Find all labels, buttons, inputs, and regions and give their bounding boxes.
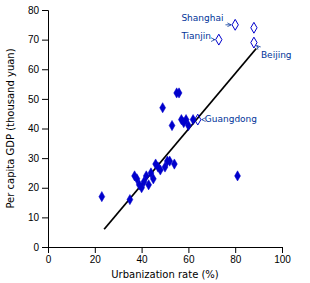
point [160,103,166,113]
tick-mark [42,99,48,100]
annotation-arrow [202,119,203,120]
tick-mark [142,247,143,253]
tick-mark [188,247,189,253]
tick-mark [42,158,48,159]
annotation: Tianjin [180,31,211,41]
tick-label: 80 [230,254,242,265]
tick: 60 [183,247,195,265]
annotation-arrow [257,45,259,47]
trend-line [104,49,256,230]
y-axis: 0 10 20 30 40 50 60 70 80 [28,5,49,253]
annotation-arrow [225,24,231,25]
tick-mark [42,188,48,189]
point [216,34,222,45]
tick-label: 10 [28,212,40,223]
tick-label: 80 [28,5,40,16]
point [195,114,201,125]
point [232,19,238,30]
tick: 80 [230,247,242,265]
tick-label: 0 [46,254,52,265]
point [169,120,175,130]
tick-mark [42,40,48,41]
point [171,159,177,169]
point [127,195,133,205]
tick-label: 20 [90,254,102,265]
plot: 0 20 40 60 80 100 0 10 20 30 40 50 60 70 80 Urbanizatio… [5,5,292,280]
tick-mark [235,247,236,253]
marks [99,19,257,229]
tick-label: 40 [28,123,40,134]
point [99,192,105,202]
points [99,88,241,205]
tick-label: 60 [183,254,195,265]
point [235,171,241,181]
annotations: Shanghai Tianjin Beijing Guangdong [180,13,291,124]
point [251,37,257,48]
tick-label: 60 [28,64,40,75]
x-axis: 0 20 40 60 80 100 [46,247,292,265]
tick: 20 [28,182,48,193]
point [185,120,191,130]
tick-mark [42,217,48,218]
tick-mark [42,10,48,11]
tick: 30 [28,153,48,164]
tick-label: 100 [274,254,291,265]
tick: 70 [28,34,48,45]
chart: 0 20 40 60 80 100 0 10 20 30 40 50 60 70 80 Urbanizatio… [0,0,310,283]
tick-label: 40 [137,254,149,265]
tick: 20 [90,247,102,265]
x-axis-title: Urbanization rate (%) [111,269,219,280]
tick: 0 [33,242,48,253]
axis-line [49,248,283,254]
tick: 10 [28,212,48,223]
point [251,22,257,33]
tick-mark [42,247,48,248]
y-axis-title: Per capita GDP (thousand yuan) [5,48,16,208]
tick: 40 [137,247,149,265]
tick: 50 [28,94,48,105]
tick-label: 30 [28,153,40,164]
annotation: Guangdong [205,114,257,124]
tick: 100 [274,247,291,265]
tick-label: 20 [28,182,40,193]
tick: 80 [28,5,48,16]
tick: 60 [28,64,48,75]
tick-mark [42,69,48,70]
tick-mark [95,247,96,253]
tick-label: 0 [33,242,39,253]
tick: 0 [46,247,52,265]
point [146,180,152,190]
tick-label: 50 [28,94,40,105]
tick-label: 70 [28,34,40,45]
tick-mark [42,129,48,130]
axis-line [42,11,49,248]
point [150,174,156,184]
annotation-arrow [213,39,215,40]
annotation: Beijing [261,50,292,60]
point [176,88,182,98]
tick-mark [282,247,283,253]
annotation: Shanghai [181,13,223,23]
tick: 40 [28,123,48,134]
